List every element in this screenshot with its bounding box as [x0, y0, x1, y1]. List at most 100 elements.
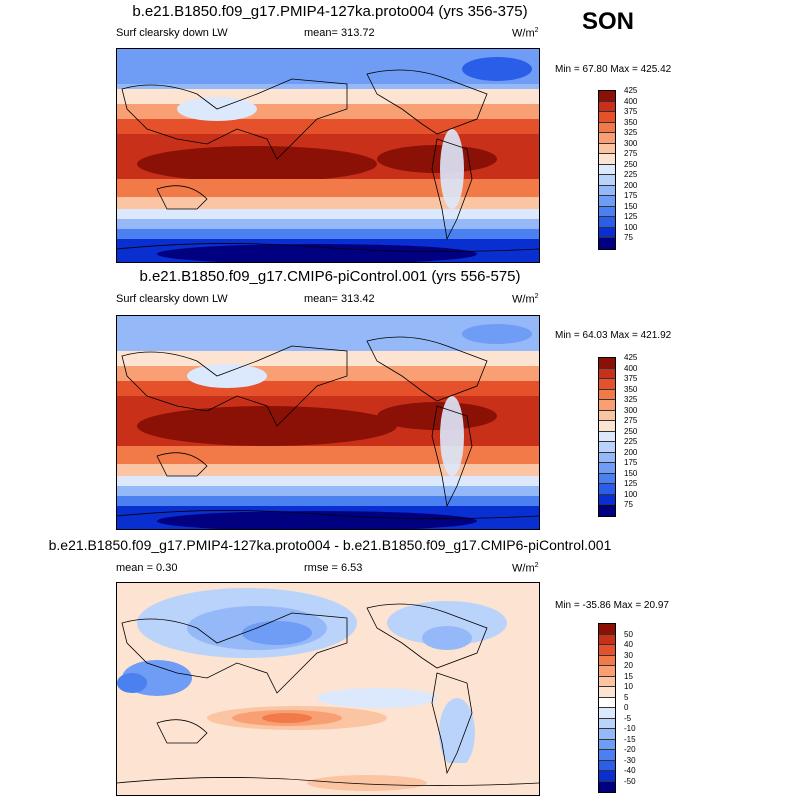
colorbar-label: 40 [624, 640, 633, 649]
colorbar-swatch [599, 431, 615, 442]
colorbar-swatch [599, 494, 615, 505]
colorbar-swatch [599, 484, 615, 495]
panel-3-title: b.e21.B1850.f09_g17.PMIP4-127ka.proto004… [48, 537, 612, 553]
colorbar-swatch [599, 101, 615, 112]
panel-1-map-svg [117, 49, 539, 262]
panel-3-map [116, 582, 540, 796]
colorbar-label: 425 [624, 86, 638, 95]
panel-3-map-svg [117, 583, 539, 795]
colorbar-label: -40 [624, 766, 636, 775]
colorbar-swatch [599, 781, 615, 792]
colorbar-label: 350 [624, 384, 638, 394]
panel-2-map-svg [117, 316, 539, 529]
colorbar-label: 300 [624, 405, 638, 415]
colorbar-label: 75 [624, 500, 633, 509]
panel-3-mean-label: mean = 0.30 [116, 562, 178, 574]
colorbar-swatch [599, 421, 615, 432]
panel-2-mean-label: mean= 313.42 [304, 293, 375, 305]
colorbar-label: -15 [624, 734, 636, 744]
colorbar-swatch [599, 708, 615, 719]
colorbar-label: 350 [624, 117, 638, 127]
panel-3-rmse-label: rmse = 6.53 [304, 562, 363, 574]
panel-2-colorbar [598, 357, 616, 517]
panel-2-title: b.e21.B1850.f09_g17.CMIP6-piControl.001 … [139, 268, 521, 285]
colorbar-swatch [599, 452, 615, 463]
colorbar-swatch [599, 634, 615, 645]
colorbar-swatch [599, 760, 615, 771]
colorbar-swatch [599, 624, 615, 635]
colorbar-label: -50 [624, 776, 636, 786]
panel-1-units: W/m2 [512, 27, 539, 40]
colorbar-label: -30 [624, 755, 636, 765]
panel-2-map [116, 315, 540, 530]
colorbar-label: -10 [624, 724, 636, 733]
colorbar-label: 375 [624, 107, 638, 116]
colorbar-swatch [599, 771, 615, 782]
colorbar-label: 250 [624, 426, 638, 436]
colorbar-swatch [599, 206, 615, 217]
colorbar-label: 50 [624, 629, 633, 639]
colorbar-swatch [599, 697, 615, 708]
colorbar-swatch [599, 154, 615, 165]
colorbar-label: 0 [624, 703, 629, 712]
colorbar-swatch [599, 750, 615, 761]
colorbar-label: 10 [624, 682, 633, 691]
colorbar-label: 300 [624, 138, 638, 148]
colorbar-label: 200 [624, 180, 638, 190]
colorbar-swatch [599, 122, 615, 133]
colorbar-label: 100 [624, 489, 638, 499]
panel-1-variable-label: Surf clearsky down LW [116, 27, 228, 39]
colorbar-swatch [599, 645, 615, 656]
colorbar-swatch [599, 196, 615, 207]
panel-3-units: W/m2 [512, 562, 539, 575]
panel-1-map [116, 48, 540, 263]
colorbar-label: 150 [624, 201, 638, 211]
colorbar-swatch [599, 368, 615, 379]
colorbar-label: 30 [624, 650, 633, 660]
season-label: SON [582, 8, 635, 35]
colorbar-swatch [599, 133, 615, 144]
colorbar-swatch [599, 143, 615, 154]
colorbar-swatch [599, 358, 615, 369]
colorbar-swatch [599, 112, 615, 123]
colorbar-label: 200 [624, 447, 638, 457]
panel-3-colorbar [598, 623, 616, 793]
colorbar-label: -20 [624, 745, 636, 754]
colorbar-label: 150 [624, 468, 638, 478]
colorbar-label: 15 [624, 671, 633, 681]
colorbar-label: 400 [624, 96, 638, 106]
colorbar-label: 325 [624, 128, 638, 137]
colorbar-swatch [599, 91, 615, 102]
colorbar-swatch [599, 666, 615, 677]
colorbar-swatch [599, 505, 615, 516]
colorbar-swatch [599, 217, 615, 228]
panel-2-variable-label: Surf clearsky down LW [116, 293, 228, 305]
panel-2-minmax: Min = 64.03 Max = 421.92 [555, 330, 672, 341]
colorbar-swatch [599, 739, 615, 750]
colorbar-swatch [599, 676, 615, 687]
colorbar-swatch [599, 442, 615, 453]
colorbar-swatch [599, 164, 615, 175]
colorbar-swatch [599, 655, 615, 666]
colorbar-label: 275 [624, 149, 638, 158]
colorbar-label: 375 [624, 374, 638, 383]
panel-1-colorbar [598, 90, 616, 250]
colorbar-label: 250 [624, 159, 638, 169]
colorbar-swatch [599, 410, 615, 421]
colorbar-swatch [599, 473, 615, 484]
colorbar-label: 125 [624, 212, 638, 221]
colorbar-swatch [599, 379, 615, 390]
colorbar-label: 175 [624, 191, 638, 200]
colorbar-label: 225 [624, 170, 638, 179]
colorbar-label: -5 [624, 713, 632, 723]
colorbar-label: 5 [624, 692, 629, 702]
colorbar-swatch [599, 227, 615, 238]
colorbar-label: 425 [624, 353, 638, 362]
panel-2-units: W/m2 [512, 293, 539, 306]
panel-1-title: b.e21.B1850.f09_g17.PMIP4-127ka.proto004… [132, 3, 528, 20]
colorbar-swatch [599, 175, 615, 186]
colorbar-swatch [599, 687, 615, 698]
colorbar-label: 275 [624, 416, 638, 425]
colorbar-label: 20 [624, 661, 633, 670]
colorbar-swatch [599, 718, 615, 729]
